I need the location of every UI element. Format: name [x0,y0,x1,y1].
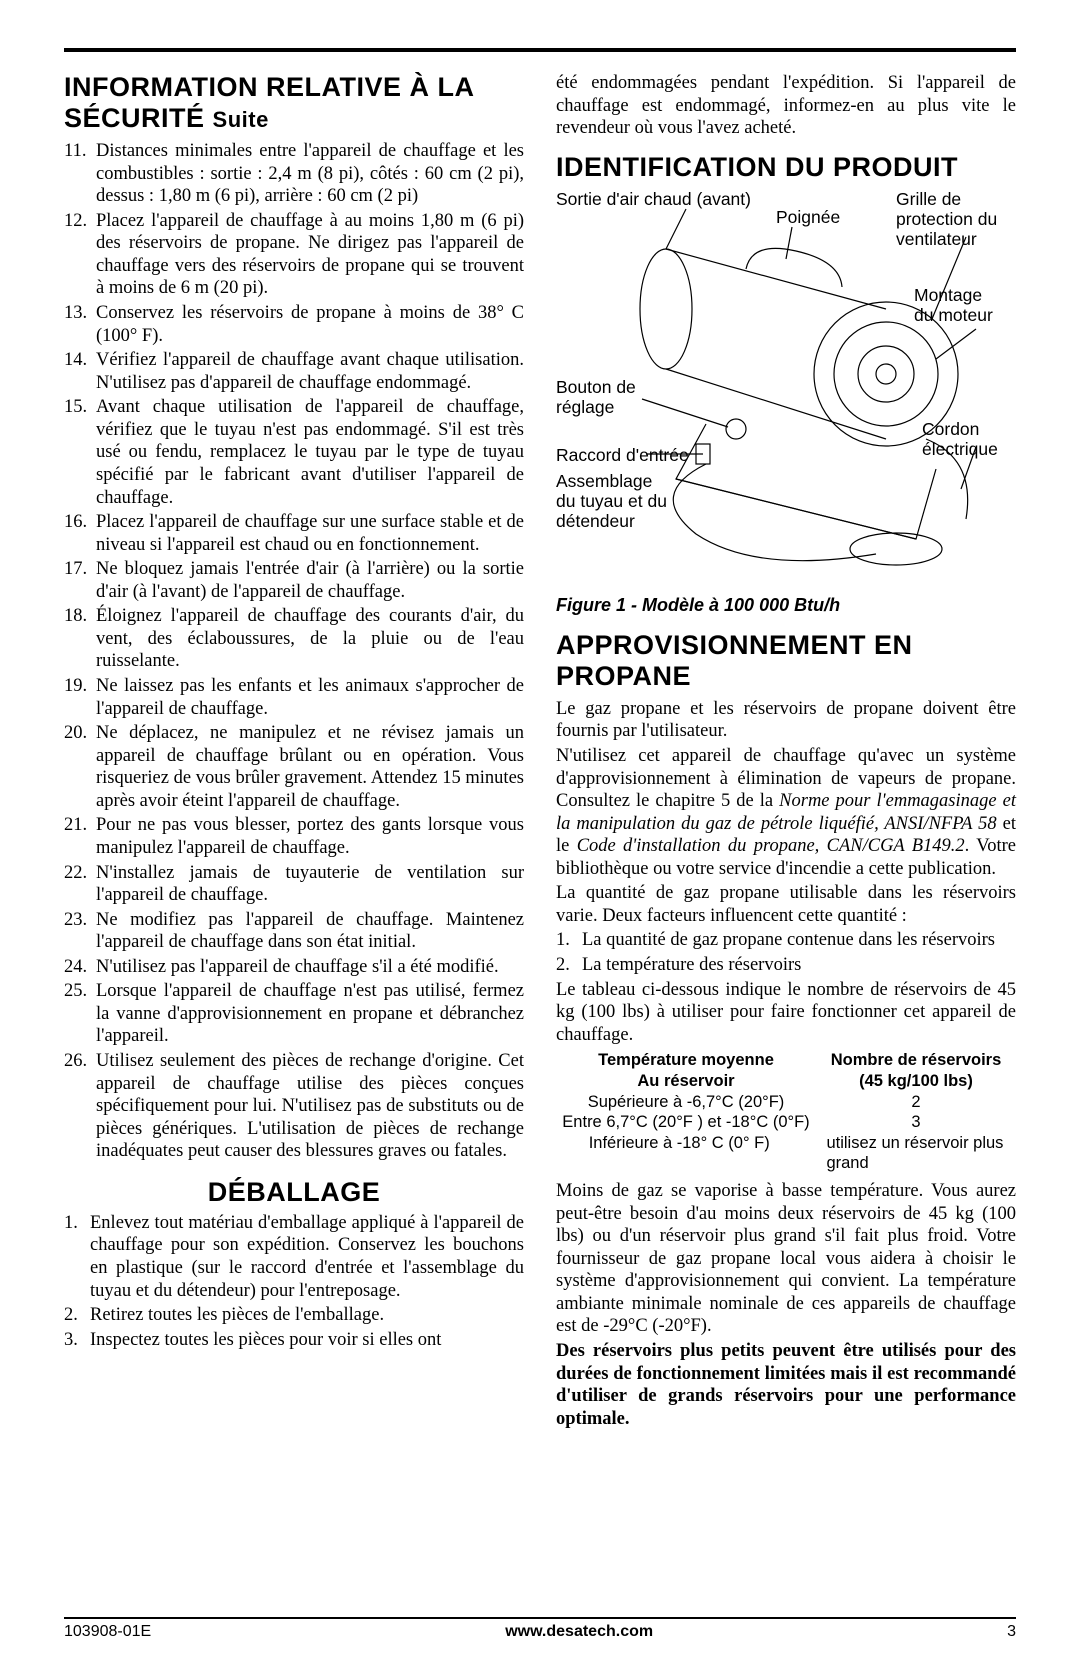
unpack-list: Enlevez tout matériau d'emballage appliq… [64,1212,524,1351]
label-inlet: Raccord d'entrée [556,445,689,465]
propane-p1: Le gaz propane et les réservoirs de prop… [556,698,1016,743]
safety-item: Ne laissez pas les enfants et les animau… [64,675,524,720]
top-rule [64,48,1016,52]
tank-row: Supérieure à -6,7°C (20°F) 2 [556,1092,1016,1113]
safety-item: Vérifiez l'appareil de chauffage avant c… [64,349,524,394]
safety-heading: INFORMATION RELATIVE À LA SÉCURITÉ Suite [64,72,524,134]
factor-item: La quantité de gaz propane contenue dans… [556,929,1016,952]
footer-url: www.desatech.com [505,1623,653,1641]
safety-heading-suite: Suite [213,107,269,132]
factors-list: La quantité de gaz propane contenue dans… [556,929,1016,976]
tank-count-cell: 3 [816,1112,1016,1133]
footer-row: 103908-01E www.desatech.com 3 [64,1623,1016,1641]
propane-p6-bold: Des réservoirs plus petits peuvent être … [556,1340,1016,1430]
label-hose-regulator: Assemblage du tuyau et du détendeur [556,471,667,531]
factor-item: La température des réservoirs [556,954,1016,977]
safety-item: Ne bloquez jamais l'entrée d'air (à l'ar… [64,558,524,603]
safety-item: N'installez jamais de tuyauterie de vent… [64,862,524,907]
left-column: INFORMATION RELATIVE À LA SÉCURITÉ Suite… [64,72,524,1430]
right-column: été endommagées pendant l'expédition. Si… [556,72,1016,1430]
safety-item: Placez l'appareil de chauffage à au moin… [64,210,524,300]
safety-item: N'utilisez pas l'appareil de chauffage s… [64,956,524,979]
content-columns: INFORMATION RELATIVE À LA SÉCURITÉ Suite… [64,72,1016,1430]
tank-table: Température moyenne Au réservoir Nombre … [556,1050,1016,1174]
footer-page-number: 3 [1007,1623,1016,1641]
tank-row: Inférieure à -18° C (0° F) utilisez un r… [556,1133,1016,1174]
label-control-knob: Bouton de réglage [556,377,636,417]
unpack-heading: DÉBALLAGE [64,1177,524,1208]
tank-temp-cell: Entre 6,7°C (20°F ) et -18°C (0°F) [556,1112,816,1133]
unpack-item: Retirez toutes les pièces de l'emballage… [64,1304,524,1327]
label-hot-air-outlet: Sortie d'air chaud (avant) [556,189,751,209]
safety-item: Éloignez l'appareil de chauffage des cou… [64,605,524,673]
label-fan-guard: Grille de protection du ventilateur [896,189,997,249]
unpack-item: Enlevez tout matériau d'emballage appliq… [64,1212,524,1302]
figure-caption: Figure 1 - Modèle à 100 000 Btu/h [556,595,1016,616]
propane-p4: Le tableau ci-dessous indique le nombre … [556,979,1016,1047]
label-motor-mount: Montage du moteur [914,285,993,325]
tank-temp-cell: Inférieure à -18° C (0° F) [556,1133,802,1174]
tank-th-temp: Température moyenne Au réservoir [556,1050,816,1091]
safety-item: Avant chaque utilisation de l'appareil d… [64,396,524,509]
safety-item: Pour ne pas vous blesser, portez des gan… [64,814,524,859]
propane-p5: Moins de gaz se vaporise à basse tempéra… [556,1180,1016,1338]
tank-th-count: Nombre de réservoirs (45 kg/100 lbs) [816,1050,1016,1091]
footer-rule [64,1617,1016,1619]
tank-table-header: Température moyenne Au réservoir Nombre … [556,1050,1016,1091]
page-footer: 103908-01E www.desatech.com 3 [64,1617,1016,1641]
label-power-cord: Cordon électrique [922,419,998,459]
tank-count-cell: utilisez un réservoir plus grand [802,1133,1016,1174]
unpack-carryover: été endommagées pendant l'expédition. Si… [556,72,1016,140]
identification-heading: IDENTIFICATION DU PRODUIT [556,152,1016,183]
safety-item: Lorsque l'appareil de chauffage n'est pa… [64,980,524,1048]
unpack-item: Inspectez toutes les pièces pour voir si… [64,1329,524,1352]
footer-doc-number: 103908-01E [64,1623,151,1641]
safety-item: Ne modifiez pas l'appareil de chauffage.… [64,909,524,954]
product-figure: Sortie d'air chaud (avant) Poignée Grill… [556,189,1016,589]
safety-item: Distances minimales entre l'appareil de … [64,140,524,208]
tank-temp-cell: Supérieure à -6,7°C (20°F) [556,1092,816,1113]
safety-item: Placez l'appareil de chauffage sur une s… [64,511,524,556]
tank-count-cell: 2 [816,1092,1016,1113]
propane-p3: La quantité de gaz propane utilisable da… [556,882,1016,927]
safety-item: Ne déplacez, ne manipulez et ne révisez … [64,722,524,812]
safety-list: Distances minimales entre l'appareil de … [64,140,524,1163]
label-handle: Poignée [776,207,840,227]
safety-item: Utilisez seulement des pièces de rechang… [64,1050,524,1163]
safety-item: Conservez les réservoirs de propane à mo… [64,302,524,347]
propane-supply-heading: APPROVISIONNEMENT EN PROPANE [556,630,1016,692]
propane-p2: N'utilisez cet appareil de chauffage qu'… [556,745,1016,880]
p2-ref2: Code d'installation du propane, CAN/CGA … [577,836,965,856]
tank-row: Entre 6,7°C (20°F ) et -18°C (0°F) 3 [556,1112,1016,1133]
